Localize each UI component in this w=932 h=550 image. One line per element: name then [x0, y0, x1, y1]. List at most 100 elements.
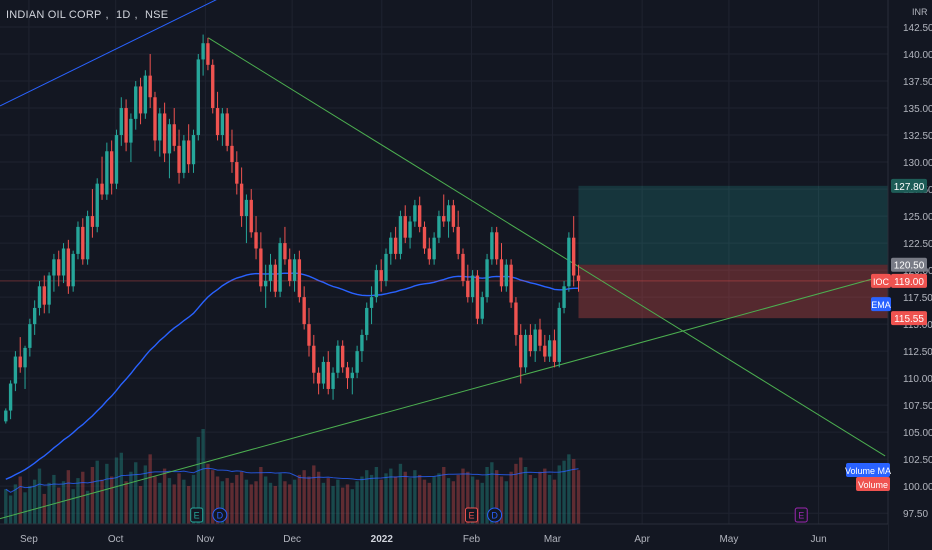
candle-body — [268, 264, 273, 281]
time-tick-label: May — [719, 534, 738, 545]
price-label-box — [891, 178, 927, 193]
volume-bar — [485, 467, 489, 524]
candle-body — [186, 140, 191, 165]
volume-bar — [480, 482, 484, 524]
dividend-marker — [487, 507, 503, 523]
volume-bar — [215, 476, 220, 524]
event-marker-label: D — [217, 511, 224, 521]
volume-bar — [138, 486, 143, 524]
candle-body — [523, 334, 528, 368]
candle-body — [172, 124, 176, 146]
price-label-text: 115.55 — [894, 314, 924, 325]
volume-bar — [18, 476, 22, 524]
price-tick-label: 102.50 — [903, 455, 932, 466]
candle-body — [316, 372, 321, 384]
candle-body — [215, 108, 220, 136]
price-tick-label: 107.50 — [903, 401, 932, 412]
price-tick-label: 100.00 — [903, 482, 932, 493]
volume-ma-line — [5, 467, 579, 493]
price-tick-label: 135.00 — [903, 104, 932, 115]
volume-bar — [52, 474, 56, 524]
candle-body — [292, 259, 297, 281]
volume-bar — [13, 484, 18, 524]
candle-body — [572, 237, 576, 276]
price-tick-label: 142.50 — [903, 23, 932, 34]
candle-body — [76, 226, 80, 254]
volume-bar — [456, 474, 460, 524]
candle-body — [206, 43, 210, 65]
candle-body — [466, 280, 470, 298]
time-tick-label: Jun — [811, 534, 827, 545]
volume-bar — [186, 486, 191, 524]
time-tick-label: Dec — [283, 534, 301, 545]
candle-body — [109, 151, 114, 184]
price-label-text: 120.50 — [894, 261, 925, 272]
volume-bar — [162, 468, 167, 524]
volume-bar — [504, 481, 508, 524]
candle-body — [42, 286, 46, 305]
series-tag-box — [871, 297, 891, 312]
volume-bar — [451, 481, 456, 524]
earnings-marker — [464, 507, 478, 523]
candle-body — [283, 243, 287, 260]
volume-bar — [129, 471, 133, 524]
candle-body — [442, 216, 446, 222]
volume-bar — [519, 457, 523, 524]
candle-body — [451, 205, 456, 227]
volume-bar — [81, 471, 85, 524]
event-marker-label: E — [194, 511, 200, 521]
candle-body — [28, 324, 32, 348]
volume-bar — [403, 471, 407, 524]
volume-bar — [201, 429, 205, 524]
volume-bar — [321, 482, 326, 524]
volume-bar — [369, 474, 374, 524]
series-tag-box — [871, 273, 891, 288]
candle-body — [321, 361, 326, 384]
volume-bar — [263, 476, 268, 524]
volume-bar — [47, 482, 51, 524]
time-tick-label: 2022 — [371, 534, 394, 545]
event-marker-label: E — [798, 511, 804, 521]
volume-bar — [355, 481, 359, 524]
volume-bar — [37, 468, 42, 524]
volume-bar — [538, 471, 542, 524]
volume-bar — [153, 476, 157, 524]
volume-bar — [230, 482, 234, 524]
candle-body — [8, 383, 13, 411]
candle-body — [244, 199, 249, 217]
volume-bar — [432, 476, 436, 524]
volume-bar — [312, 465, 316, 524]
candle-body — [263, 280, 268, 287]
candle-body — [413, 205, 417, 222]
candle-body — [81, 226, 85, 260]
volume-bar — [437, 473, 441, 524]
candle-body — [326, 361, 330, 389]
volume-bar — [543, 468, 547, 524]
volume-bar — [148, 454, 152, 524]
candle-body — [480, 297, 484, 319]
price-tick-label: 130.00 — [903, 158, 932, 169]
volume-bar — [278, 473, 282, 524]
price-tick-label: 125.00 — [903, 212, 932, 223]
volume-bar — [461, 468, 465, 524]
volume-bar — [119, 452, 123, 524]
price-label-box — [891, 257, 927, 272]
volume-bar — [562, 460, 566, 524]
volume-bar — [273, 486, 277, 524]
volume-bar — [422, 479, 427, 524]
candle-body — [259, 248, 263, 287]
price-label-text: 119.00 — [894, 277, 924, 288]
candle-body — [365, 307, 369, 335]
volume-bar — [499, 476, 504, 524]
candle-body — [504, 264, 508, 287]
volume-bar — [206, 463, 210, 524]
volume-bar — [442, 467, 446, 524]
candle-body — [340, 345, 345, 368]
candle-body — [124, 108, 128, 143]
candle-body — [557, 307, 561, 362]
volume-bar — [413, 470, 417, 524]
candle-body — [114, 135, 119, 184]
candle-body — [499, 259, 504, 287]
volume-bar — [350, 489, 354, 524]
